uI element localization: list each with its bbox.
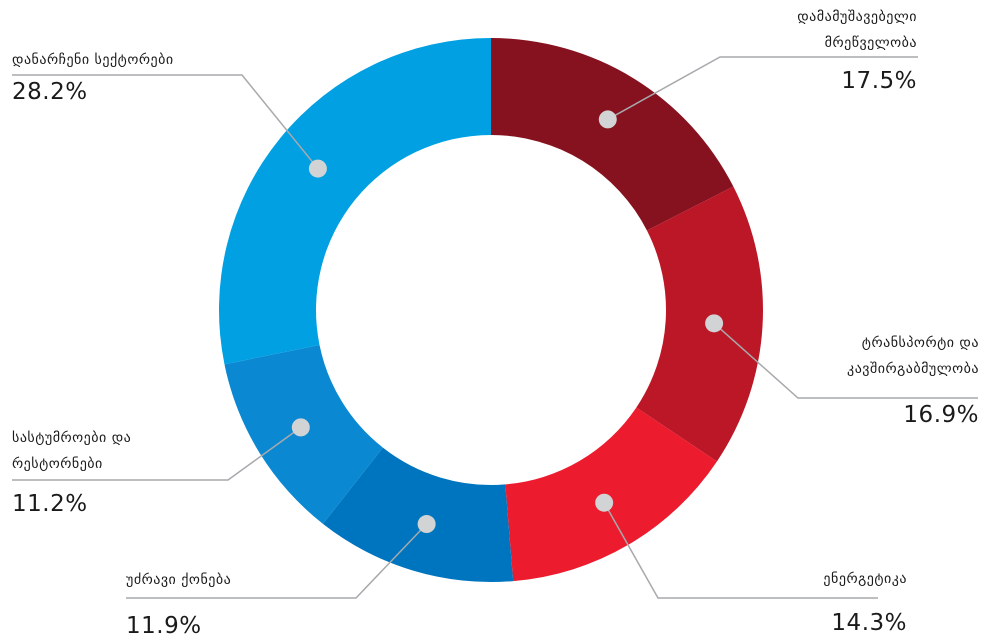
marker-real-estate [417,515,436,534]
label-manufacturing: დამამუშავებელი მრეწველობა 17.5% [797,4,917,94]
leader-line-manufacturing [607,56,918,121]
label-real-estate-line1: უძრავი ქონება [126,572,232,588]
label-real-estate-percent: 11.9% [126,613,202,639]
label-hotels-percent: 11.2% [12,491,88,517]
marker-other-sectors [308,159,327,178]
leader-line-transport [713,322,978,399]
label-hotels-line1: სასტუმროები და [12,430,132,446]
label-manufacturing-line2: მრეწველობა [824,35,917,51]
slice-other-sectors [219,38,491,365]
marker-transport [705,314,724,333]
label-energy-line1: ენერგეტიკა [823,571,907,587]
label-transport-line1: ტრანსპორტი და [861,335,979,351]
leader-line-hotels [12,426,302,481]
leader-line-other-sectors [12,74,319,170]
label-transport-percent: 16.9% [903,402,979,428]
label-energy-percent: 14.3% [831,610,907,636]
slice-energy [505,407,717,582]
slice-real-estate [322,447,514,582]
label-real-estate: უძრავი ქონება 11.9% [126,567,231,639]
label-transport: ტრანსპორტი და კავშირგაბმულობა 16.9% [847,330,979,428]
label-energy: ენერგეტიკა 14.3% [823,566,907,636]
label-transport-line2: კავშირგაბმულობა [847,361,979,377]
label-other-sectors: დანარჩენი სექტორები 28.2% [12,47,174,105]
marker-manufacturing [598,110,617,129]
label-hotels-line2: რესტორნები [12,456,103,472]
leader-line-energy [603,502,878,599]
slice-transport [636,186,763,462]
marker-hotels [291,418,310,437]
marker-energy [595,493,614,512]
label-hotels: სასტუმროები და რესტორნები 11.2% [12,425,131,517]
label-manufacturing-line1: დამამუშავებელი [797,9,917,25]
slice-manufacturing [491,38,734,231]
label-other-sectors-percent: 28.2% [12,79,88,105]
leader-line-real-estate [126,523,428,599]
label-other-sectors-line1: დანარჩენი სექტორები [12,52,174,68]
label-manufacturing-percent: 17.5% [841,68,917,94]
